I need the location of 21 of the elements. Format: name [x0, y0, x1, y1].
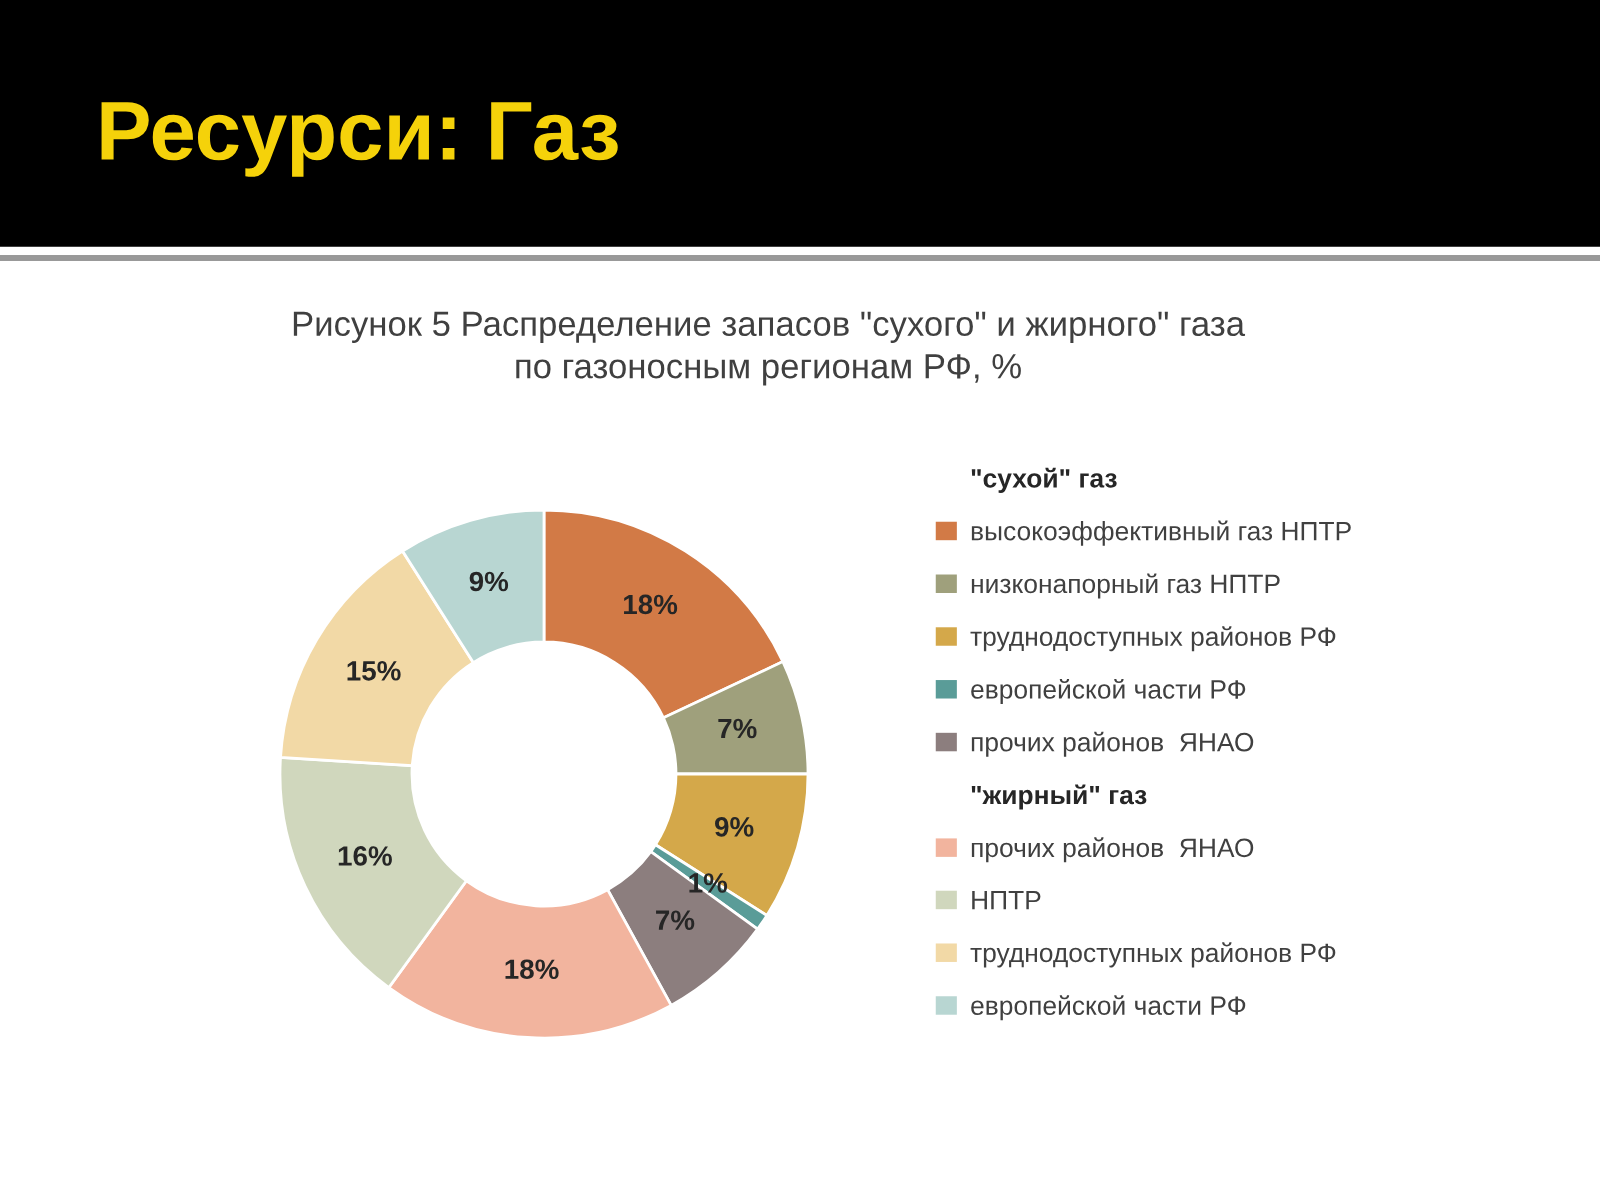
chart-title: Ресурси: Газ: [101, 102, 618, 177]
data-label: 18%: [624, 594, 678, 615]
data-label: 15%: [347, 661, 401, 681]
legend-label: прочих районов ЯНАО: [971, 731, 1254, 757]
chart-subtitle: Рисунок 5 Распределение запасов "сухого" и жирного" газа по газоносным регионам РФ, %: [293, 311, 1246, 386]
legend-label: европейской части РФ: [971, 678, 1246, 704]
data-label: 7%: [718, 718, 757, 739]
data-label: 9%: [469, 571, 509, 592]
legend-label: НПТР: [972, 891, 1041, 910]
legend-label: европейской части РФ: [971, 995, 1246, 1021]
legend-label: высокоэффективный газ НПТР: [971, 520, 1351, 546]
data-label: 9%: [715, 817, 754, 837]
text: "жирный" газ: [971, 784, 1147, 810]
legend-label: низконапорный газ НПТР: [971, 573, 1280, 599]
data-label: 7%: [656, 910, 695, 930]
data-label: 16%: [338, 846, 392, 866]
legend-label: прочих районов ЯНАО: [971, 837, 1254, 863]
legend-label: труднодоступных районов РФ: [970, 626, 1336, 652]
data-label: 18%: [505, 959, 559, 980]
text: "сухой" газ: [971, 467, 1117, 493]
legend-label: труднодоступных районов РФ: [970, 942, 1336, 968]
